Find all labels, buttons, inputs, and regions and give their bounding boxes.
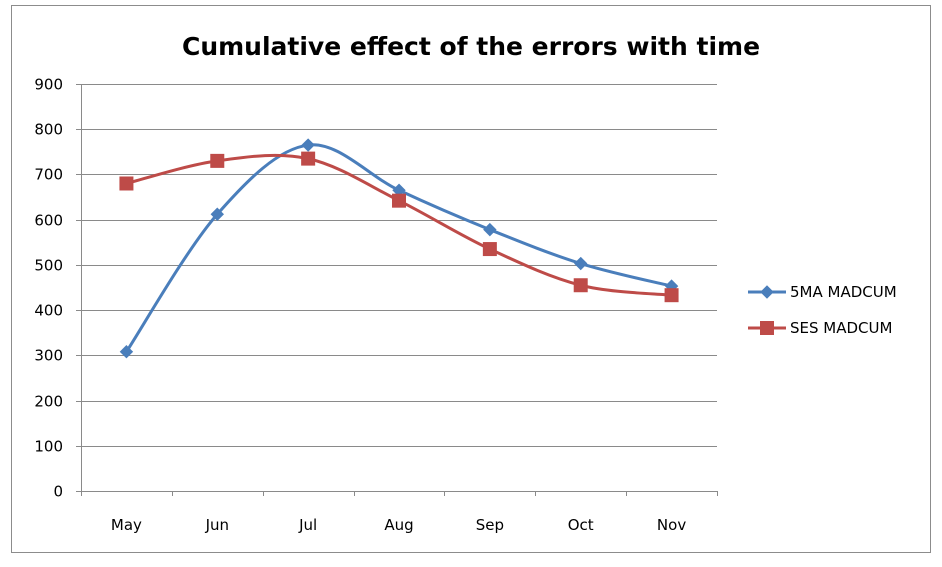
legend-label: SES MADCUM — [790, 319, 892, 337]
y-axis-tick-labels: 0 100 200 300 400 500 600 700 800 900 — [34, 76, 63, 501]
x-tick-label: Aug — [384, 516, 413, 534]
data-point-marker — [119, 176, 134, 191]
legend-item-1: 5MA MADCUM — [748, 283, 897, 301]
data-point-marker — [573, 278, 588, 293]
x-axis-tick-labels: May Jun Jul Aug Sep Oct Nov — [111, 516, 686, 534]
data-point-marker — [301, 138, 315, 152]
y-tick-label: 600 — [34, 212, 63, 230]
y-tick-label: 500 — [34, 257, 63, 275]
chart-frame — [11, 5, 931, 553]
series-lines — [124, 143, 674, 354]
x-tick-label: Jun — [205, 516, 229, 534]
y-tick-label: 900 — [34, 76, 63, 94]
data-point-marker — [482, 242, 497, 257]
y-tick-label: 700 — [34, 166, 63, 184]
legend-marker-swatch — [760, 285, 774, 299]
legend-item-2: SES MADCUM — [748, 319, 892, 337]
x-tick-label: Nov — [657, 516, 686, 534]
y-tick-label: 300 — [34, 347, 63, 365]
series-markers — [119, 138, 679, 359]
y-tick-label: 100 — [34, 438, 63, 456]
y-tick-label: 400 — [34, 302, 63, 320]
data-point-marker — [119, 345, 134, 359]
data-point-marker — [664, 288, 679, 303]
legend-marker-swatch — [760, 321, 774, 335]
data-point-marker — [210, 153, 225, 168]
y-tick-label: 800 — [34, 121, 63, 139]
y-tick-label: 200 — [34, 393, 63, 411]
x-tick-label: Sep — [476, 516, 504, 534]
legend-label: 5MA MADCUM — [790, 283, 897, 301]
x-tick-label: Oct — [568, 516, 594, 534]
data-point-marker — [301, 151, 316, 166]
data-point-marker — [392, 193, 406, 208]
x-tick-label: Jul — [298, 516, 317, 534]
legend: 5MA MADCUM SES MADCUM — [748, 283, 897, 337]
x-tick-label: May — [111, 516, 142, 534]
series-line-1 — [124, 143, 674, 354]
chart-title: Cumulative effect of the errors with tim… — [182, 32, 760, 61]
data-point-marker — [483, 222, 497, 237]
data-point-marker — [574, 256, 588, 271]
data-point-marker — [210, 207, 224, 221]
axes — [76, 84, 718, 496]
gridlines — [81, 84, 717, 447]
y-tick-label: 0 — [53, 483, 63, 501]
